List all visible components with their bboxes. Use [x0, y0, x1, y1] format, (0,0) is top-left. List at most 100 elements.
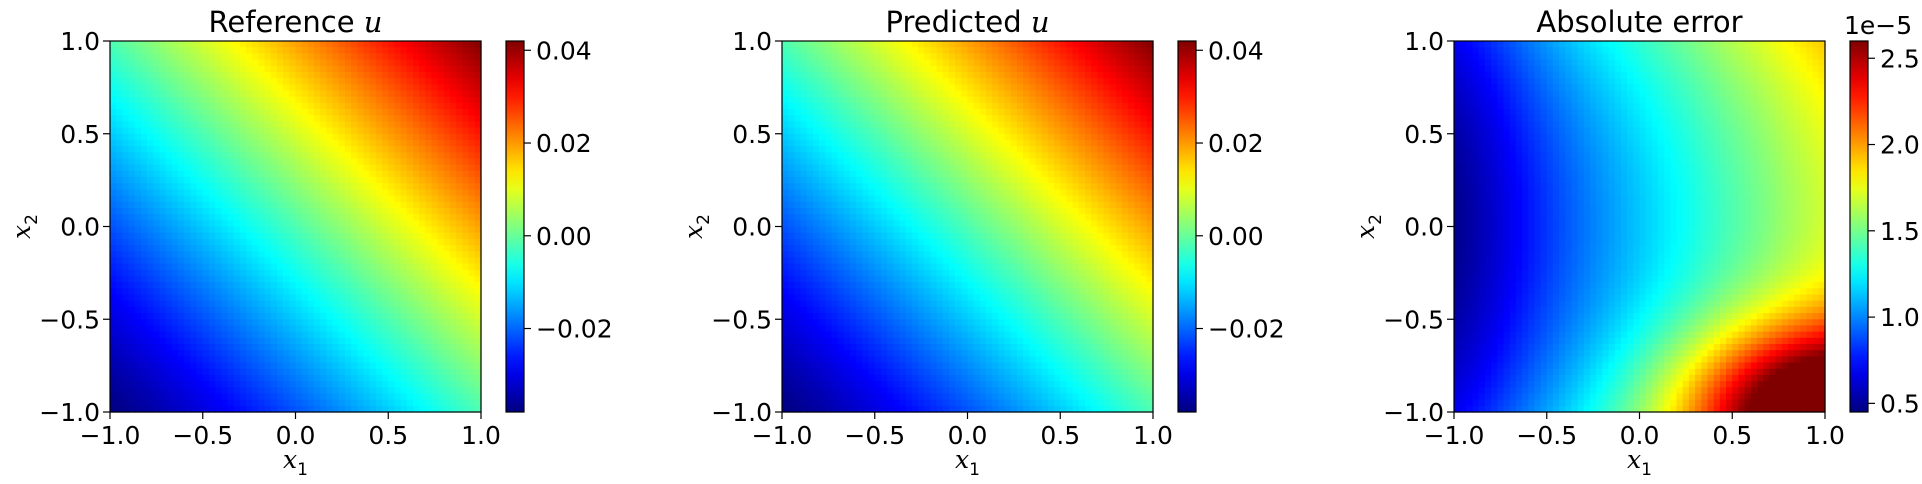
heatmap-cell: [122, 245, 130, 252]
heatmap-cell: [153, 214, 161, 221]
heatmap-cell: [276, 121, 284, 129]
heatmap-cell: [314, 41, 321, 48]
heatmap-cell: [819, 245, 826, 252]
heatmap-cell: [276, 331, 284, 339]
heatmap-cell: [140, 257, 148, 265]
heatmap-cell: [788, 47, 795, 54]
heatmap-cell: [412, 109, 420, 116]
heatmap-cell: [412, 115, 420, 122]
heatmap-cell: [468, 115, 476, 122]
heatmap-cell: [887, 59, 894, 67]
heatmap-cell: [239, 109, 247, 116]
heatmap-cell: [400, 207, 408, 215]
heatmap-cell: [394, 115, 402, 122]
heatmap-cell: [110, 189, 117, 197]
heatmap-cell: [456, 226, 464, 234]
heatmap-cell: [899, 189, 907, 197]
heatmap-cell: [252, 170, 259, 178]
heatmap-cell: [320, 325, 328, 333]
heatmap-cell: [202, 201, 210, 209]
heatmap-cell: [252, 158, 259, 166]
heatmap-cell: [375, 269, 383, 277]
heatmap-cell: [165, 201, 173, 209]
heatmap-cell: [276, 102, 284, 110]
heatmap-cell: [227, 139, 235, 147]
heatmap-cell: [110, 282, 117, 289]
heatmap-cell: [394, 109, 402, 116]
heatmap-cell: [215, 306, 222, 314]
heatmap-cell: [868, 232, 876, 240]
heatmap-cell: [190, 78, 198, 85]
heatmap-cell: [899, 226, 907, 234]
heatmap-cell: [462, 214, 470, 221]
heatmap-cell: [443, 275, 451, 283]
heatmap-cell: [134, 288, 142, 296]
heatmap-cell: [856, 41, 863, 48]
heatmap-cell: [276, 183, 284, 190]
heatmap-cell: [462, 59, 470, 67]
heatmap-cell: [233, 269, 241, 277]
heatmap-cell: [837, 362, 845, 370]
heatmap-cell: [178, 300, 185, 308]
heatmap-cell: [831, 238, 839, 246]
heatmap-cell: [918, 47, 925, 54]
heatmap-cell: [289, 214, 297, 221]
heatmap-cell: [450, 59, 457, 67]
heatmap-cell: [474, 300, 482, 308]
heatmap-cell: [474, 102, 482, 110]
heatmap-cell: [363, 288, 371, 296]
heatmap-cell: [800, 282, 808, 289]
heatmap-cell: [227, 306, 235, 314]
heatmap-cell: [178, 207, 185, 215]
heatmap-cell: [190, 177, 198, 184]
heatmap-cell: [462, 399, 470, 407]
heatmap-cell: [165, 214, 173, 221]
heatmap-cell: [782, 164, 789, 172]
heatmap-cell: [905, 177, 913, 184]
heatmap-cell: [911, 405, 919, 413]
heatmap-cell: [357, 356, 365, 364]
heatmap-cell: [456, 374, 464, 382]
heatmap-cell: [283, 59, 290, 67]
heatmap-cell: [474, 337, 482, 345]
heatmap-cell: [128, 275, 136, 283]
heatmap-cell: [208, 115, 216, 122]
heatmap-cell: [874, 245, 882, 252]
heatmap-cell: [450, 109, 457, 116]
heatmap-cell: [843, 102, 851, 110]
heatmap-cell: [437, 306, 445, 314]
heatmap-cell: [874, 387, 882, 395]
heatmap-cell: [831, 195, 839, 203]
heatmap-cell: [843, 71, 851, 79]
heatmap-cell: [406, 59, 414, 67]
heatmap-cell: [425, 214, 433, 221]
heatmap-cell: [363, 393, 371, 401]
heatmap-cell: [128, 214, 136, 221]
heatmap-cell: [344, 313, 352, 320]
heatmap-cell: [153, 325, 161, 333]
heatmap-cell: [862, 245, 870, 252]
heatmap-cell: [462, 146, 470, 153]
heatmap-cell: [862, 405, 870, 413]
heatmap-cell: [887, 177, 894, 184]
heatmap-cell: [357, 263, 365, 271]
heatmap-cell: [856, 313, 863, 320]
heatmap-cell: [270, 220, 278, 228]
heatmap-cell: [295, 251, 303, 259]
heatmap-cell: [208, 164, 216, 172]
heatmap-cell: [184, 146, 191, 153]
heatmap-cell: [357, 177, 365, 184]
heatmap-cell: [806, 381, 814, 388]
heatmap-cell: [184, 207, 191, 215]
heatmap-cell: [134, 325, 142, 333]
heatmap-cell: [264, 164, 272, 172]
heatmap-cell: [425, 263, 433, 271]
heatmap-cell: [412, 146, 420, 153]
heatmap-cell: [382, 368, 389, 376]
heatmap-cell: [147, 127, 154, 135]
x-tick-label: 1.0: [461, 421, 501, 450]
heatmap-cell: [468, 399, 476, 407]
heatmap-cell: [363, 177, 371, 184]
heatmap-cell: [147, 115, 154, 122]
heatmap-cell: [190, 133, 198, 141]
